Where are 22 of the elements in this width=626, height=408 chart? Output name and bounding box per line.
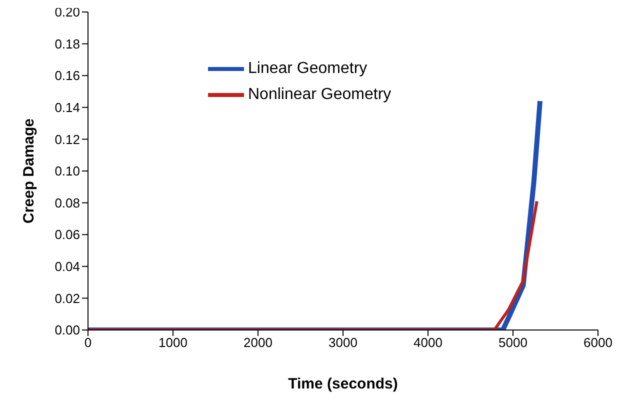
y-tick-label: 0.16 — [54, 68, 80, 84]
y-tick-label: 0.00 — [54, 322, 80, 338]
y-axis-title: Creep Damage — [20, 118, 38, 224]
x-tick-label: 1000 — [158, 335, 188, 350]
legend-label: Nonlinear Geometry — [248, 86, 392, 104]
y-tick-label: 0.12 — [54, 132, 80, 147]
x-tick-label: 2000 — [244, 335, 272, 350]
y-tick-label: 0.02 — [54, 290, 80, 306]
legend-label: Linear Geometry — [248, 60, 368, 78]
line-series — [88, 200, 538, 330]
y-tick-label: 0.14 — [54, 100, 80, 116]
x-tick-label: 6000 — [584, 335, 612, 350]
y-tick-label: 0.10 — [54, 164, 80, 179]
y-tick-label: 0.08 — [54, 195, 80, 210]
y-tick-label: 0.18 — [54, 36, 80, 52]
x-axis-title: Time (seconds) — [288, 376, 398, 393]
x-tick-label: 4000 — [414, 335, 442, 350]
y-tick-label: 0.04 — [54, 259, 80, 274]
x-tick-label: 5000 — [498, 335, 528, 350]
y-tick-label: 0.06 — [54, 227, 80, 242]
x-tick-label: 0 — [84, 335, 92, 350]
x-tick-label: 3000 — [328, 335, 358, 350]
